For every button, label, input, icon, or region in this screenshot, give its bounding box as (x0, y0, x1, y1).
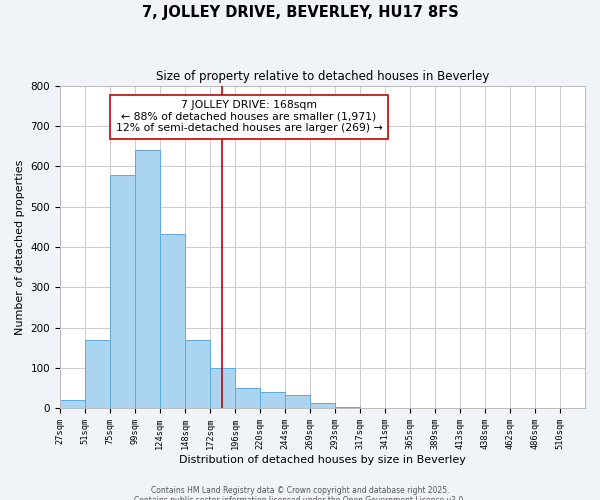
Bar (185, 340, 210, 408)
Text: 7, JOLLEY DRIVE, BEVERLEY, HU17 8FS: 7, JOLLEY DRIVE, BEVERLEY, HU17 8FS (142, 5, 458, 20)
Bar (210, 368, 235, 408)
Y-axis label: Number of detached properties: Number of detached properties (15, 159, 25, 334)
Bar (160, 234, 185, 408)
Title: Size of property relative to detached houses in Beverley: Size of property relative to detached ho… (156, 70, 489, 83)
Bar (310, 404, 335, 408)
Bar (135, 150, 160, 408)
Bar (335, 407, 360, 408)
Bar (285, 395, 310, 408)
Text: Contains HM Land Registry data © Crown copyright and database right 2025.: Contains HM Land Registry data © Crown c… (151, 486, 449, 495)
Bar (85, 340, 110, 408)
Bar (110, 176, 135, 408)
Bar (60, 400, 85, 408)
Bar (235, 388, 260, 408)
Text: 7 JOLLEY DRIVE: 168sqm
← 88% of detached houses are smaller (1,971)
12% of semi-: 7 JOLLEY DRIVE: 168sqm ← 88% of detached… (116, 100, 382, 134)
Bar (260, 392, 285, 408)
Text: Contains public sector information licensed under the Open Government Licence v3: Contains public sector information licen… (134, 496, 466, 500)
X-axis label: Distribution of detached houses by size in Beverley: Distribution of detached houses by size … (179, 455, 466, 465)
